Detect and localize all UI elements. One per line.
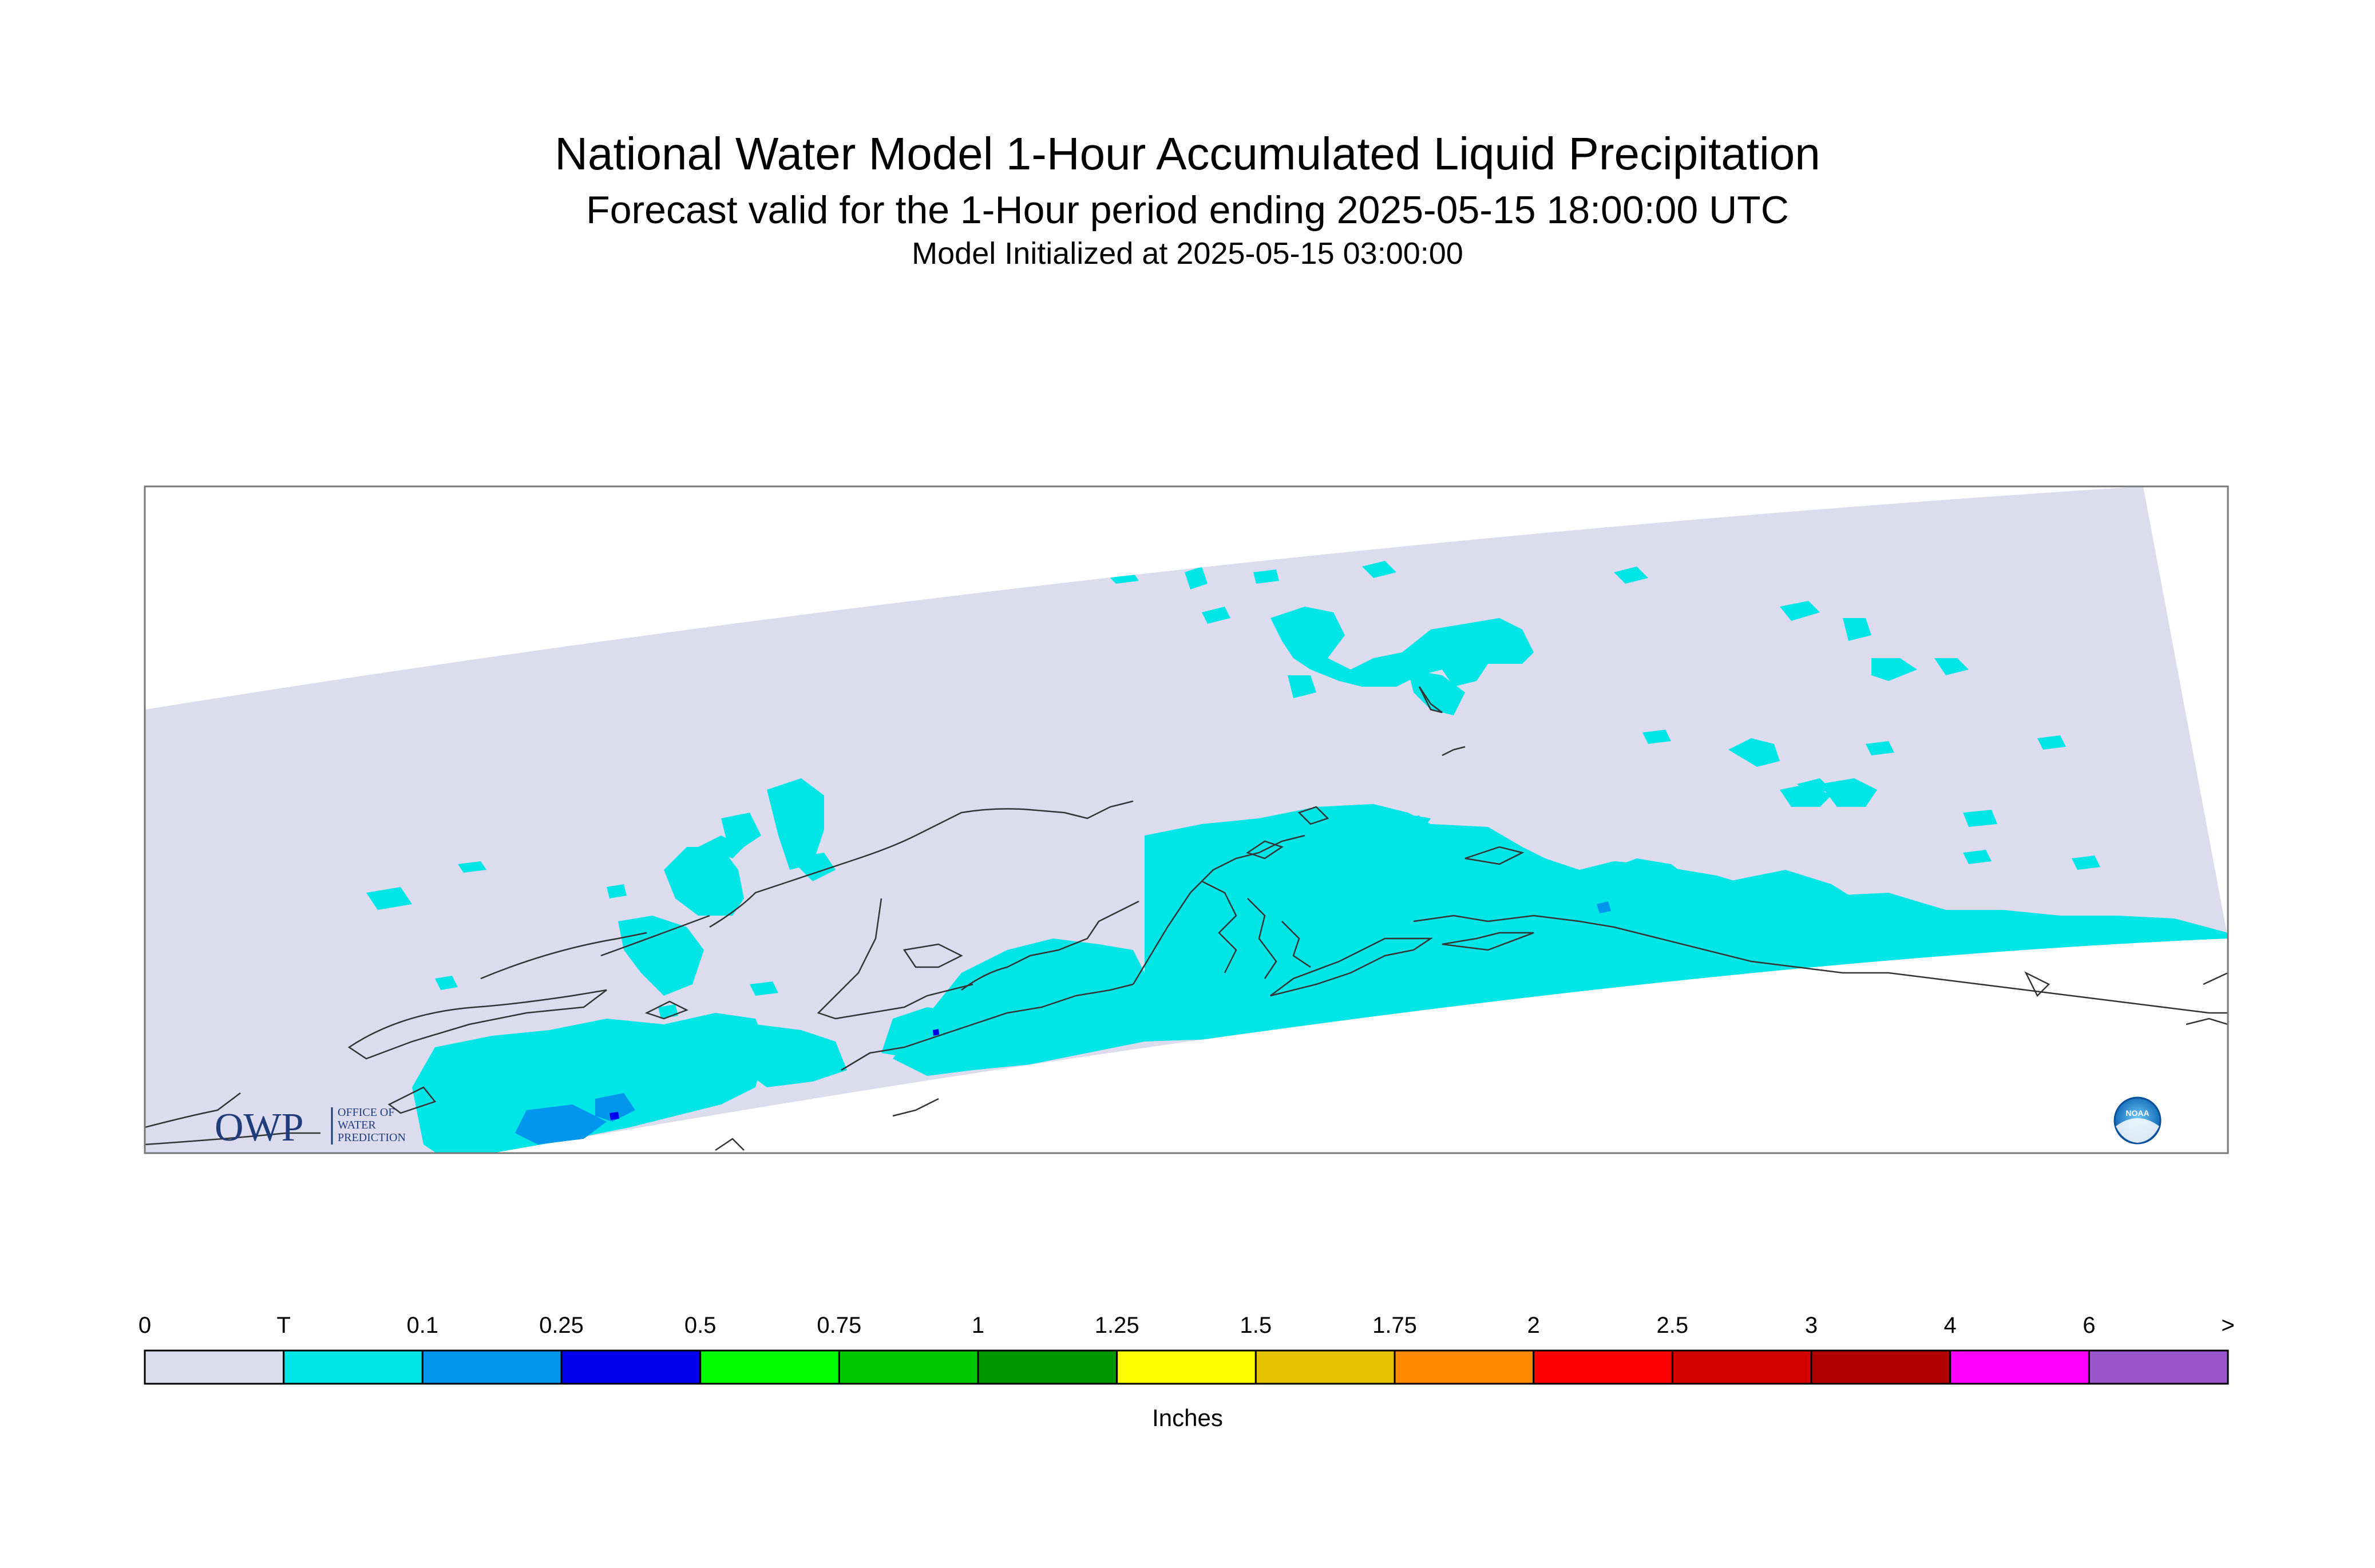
trace-precip-area [1288,675,1316,698]
trace-precip-area [767,778,824,870]
moderate-precip-area [933,1029,939,1036]
trace-precip-area [618,916,704,996]
legend-tick-label: 0.75 [817,1313,862,1338]
trace-precip-area [1866,741,1894,755]
trace-precip-area [435,976,458,990]
legend-tick-label: 2 [1527,1313,1540,1338]
legend-swatch [1671,1349,1812,1385]
legend-tick-label: 1.5 [1240,1313,1272,1338]
legend-swatch [144,1349,285,1385]
init-time-label: Model Initialized at 2025-05-15 03:00:00 [912,236,1463,271]
trace-precip-area [1780,601,1820,621]
legend-tick-label: 0 [138,1313,152,1338]
legend-swatch [977,1349,1118,1385]
trace-precip-area [881,1007,961,1059]
legend-tick-label: 6 [2083,1313,2096,1338]
trace-precip-area [721,813,761,847]
trace-precip-area [1202,607,1230,624]
trace-precip-area [1362,561,1396,578]
legend-units-label: Inches [1152,1404,1223,1431]
legend-tick-label: > [2221,1313,2235,1338]
trace-precip-area [1820,778,1877,807]
trace-precip-area [1402,815,1425,830]
map-frame [144,485,2229,1154]
owp-logo-text-1: OFFICE OF [338,1106,394,1119]
trace-precip-area [1185,567,1208,589]
legend-tick-label: 3 [1804,1313,1818,1338]
chart-title: National Water Model 1-Hour Accumulated … [555,128,1820,179]
legend-tick-label: 1.75 [1372,1313,1417,1338]
legend-swatch [283,1349,423,1385]
trace-precip-area [664,847,744,916]
legend-tick-label: 0.25 [539,1313,584,1338]
trace-precip-area [366,887,412,910]
trace-precip-area [2037,735,2066,750]
trace-precip-area [2072,856,2100,870]
legend-swatch [1533,1349,1673,1385]
legend-swatch [1949,1349,2090,1385]
trace-precip-area [1934,658,1969,675]
legend-tick-label: 1.25 [1094,1313,1139,1338]
noaa-logo-text: NOAA [2125,1108,2149,1118]
owp-logo: OWP OFFICE OF WATER PREDICTION [215,1106,406,1150]
coastline [145,686,2228,1151]
legend-swatch [1810,1349,1952,1385]
trace-precip-area [1797,778,1831,795]
legend-swatch [1254,1349,1396,1385]
owp-logo-mark: OWP [215,1106,304,1150]
chart-subtitle: Forecast valid for the 1-Hour period end… [586,188,1789,232]
trace-precip-area [1591,858,1751,916]
trace-precip-area [1843,618,1871,641]
legend-tick-label: 0.1 [406,1313,439,1338]
trace-precip-area [750,981,778,996]
legend-swatch [2088,1349,2229,1385]
legend-swatch [699,1349,840,1385]
legend-swatch [1394,1349,1535,1385]
trace-precip-area [1728,870,1854,916]
light-precip-area [1597,901,1611,913]
trace-precip-area [1642,730,1671,744]
trace-precip-area [715,1024,847,1087]
trace-precip-area [1871,658,1917,681]
legend-tick-label: T [276,1313,291,1338]
legend-swatch [421,1349,563,1385]
precip-legend [144,1349,2229,1385]
trace-precip-area [1253,569,1279,584]
legend-swatch [838,1349,979,1385]
legend-tick-label: 1 [971,1313,985,1338]
trace-precip-area [1963,810,1997,827]
trace-precip-area [1963,850,1992,864]
trace-precip-area [412,1013,767,1153]
trace-precip-area [458,861,486,873]
legend-tick-label: 2.5 [1656,1313,1689,1338]
trace-precip-area [1728,738,1780,767]
legend-swatch [1116,1349,1257,1385]
moderate-precip-area [609,1112,619,1120]
trace-precip-area [1110,572,1139,584]
trace-precip-area [1408,670,1465,715]
trace-precip-area [1270,607,1534,687]
trace-precip-area [790,853,836,881]
noaa-logo: NOAA [2113,1096,2162,1145]
legend-tick-label: 4 [1943,1313,1957,1338]
legend-swatch [560,1349,702,1385]
owp-logo-text-2: WATER [338,1119,376,1131]
trace-precip-area [1614,567,1648,584]
trace-precip-area [607,884,627,898]
owp-logo-text-3: PREDICTION [338,1131,406,1144]
legend-tick-label: 0.5 [684,1313,717,1338]
light-precip-area [595,1093,635,1122]
light-precip-area [515,1104,607,1145]
